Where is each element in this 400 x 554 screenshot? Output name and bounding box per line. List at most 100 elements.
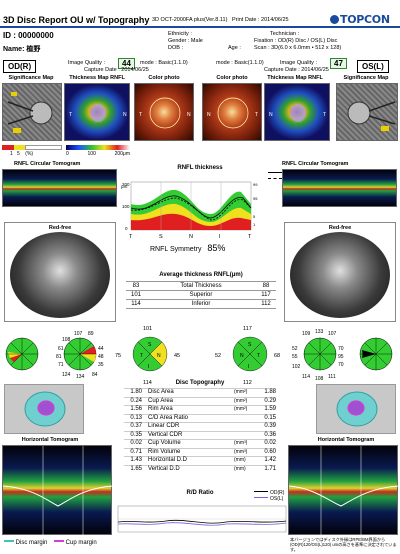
svg-text:N: N: [240, 353, 244, 359]
svg-text:107: 107: [328, 331, 337, 337]
os-quadrant-svg: 117 52 68 112 SN T I: [215, 326, 280, 386]
fixation: Fixation : OD(R) Disc / OS(L) Disc: [254, 38, 338, 44]
disc-margin-swatch: [4, 540, 14, 542]
print-date: Print Date : 2014/06/25: [232, 17, 289, 23]
svg-text:68: 68: [274, 353, 280, 359]
od-capture-date: Capture Date : 2014/06/25: [84, 67, 149, 73]
od-rnfl-tomo-caption: RNFL Circular Tomogram: [14, 161, 81, 167]
svg-text:114: 114: [302, 374, 310, 380]
rnfl-sector-i: I: [219, 234, 221, 240]
rnfl-symmetry-label: RNFL Symmetry: [150, 246, 202, 253]
os-thick-map-caption: Thickness Map RNFL: [267, 75, 323, 81]
svg-text:124: 124: [62, 372, 71, 378]
svg-text:55: 55: [292, 354, 298, 360]
svg-text:T: T: [257, 353, 260, 359]
svg-text:T: T: [140, 353, 143, 359]
od-image-quality: 44: [118, 58, 135, 69]
od-color-photo-caption: Color photo: [148, 75, 180, 81]
svg-text:101: 101: [143, 326, 152, 332]
od-sig-scale-labels: 1 5 (%): [10, 151, 34, 157]
rnfl-chart-svg: 200 100 0 99 95 5 1 T S N I T: [122, 181, 258, 240]
device-model: 3D OCT-2000FA plus(Ver.8.11): [152, 17, 228, 23]
od-thick-scale-labels: 0 100 200μm: [66, 151, 130, 157]
svg-text:61: 61: [58, 346, 64, 352]
topo-row: 0.24 Cup Area (mm²) 0.29: [124, 396, 276, 406]
cup-margin-swatch: [54, 540, 64, 542]
svg-text:70: 70: [338, 362, 344, 368]
svg-text:107: 107: [74, 331, 83, 337]
topo-row: 0.71 Rim Volume (mm³) 0.60: [124, 447, 276, 457]
os-clock-chart: 109 133 107 52 70 95 55 70 102 114 108 1…: [288, 322, 400, 391]
os-label: OS(L): [357, 60, 389, 73]
svg-text:T: T: [255, 112, 258, 118]
os-image-quality: 47: [330, 58, 347, 69]
avg-thickness-table: 83 Total Thickness 88 101 Superior 117 114 In…: [126, 281, 276, 309]
od-rnfl-circular-tomogram: [2, 169, 117, 207]
svg-text:111: 111: [328, 374, 336, 380]
svg-text:81: 81: [56, 354, 62, 360]
od-iq-label: Image Quality :: [68, 60, 105, 66]
svg-text:71: 71: [58, 362, 64, 368]
od-red-free-caption: Red-free: [48, 225, 72, 231]
svg-text:133: 133: [315, 329, 324, 335]
rnfl-ytick-200: 200: [122, 182, 130, 187]
rnfl-sector-n: N: [189, 234, 193, 240]
rnfl-sector-s: S: [159, 234, 163, 240]
rnfl-thickness-title: RNFL thickness: [177, 165, 223, 171]
rnfl-ytick-0: 0: [125, 226, 128, 231]
svg-text:134: 134: [76, 374, 85, 380]
rnfl-ytick-100: 100: [122, 204, 130, 209]
dob: DOB :: [168, 45, 183, 51]
rd-ratio-title: R/D Ratio: [186, 490, 214, 496]
svg-text:I: I: [248, 364, 249, 370]
od-horiz-tomo-caption: Horizontal Tomogram: [21, 437, 79, 443]
od-quadrant-svg: 101 75 45 114 ST N I: [115, 326, 180, 386]
svg-text:N: N: [207, 112, 211, 118]
technician: Technician :: [270, 31, 300, 37]
disc-topo-title: Disc Topography: [175, 380, 225, 386]
topo-row: 0.02 Cup Volume (mm³) 0.02: [124, 439, 276, 448]
svg-text:N: N: [157, 353, 161, 359]
gender: Gender : Male: [168, 38, 203, 44]
footnote: 本バージョンではディスク外縁はRPE/BM界面から(OD(R)120/OS(L)…: [290, 537, 397, 552]
od-clock-chart: 107 89 108 61 44 81 48 35 71 124 134 84: [0, 322, 112, 391]
topo-row: 1.80 Disc Area (mm²) 1.88: [124, 388, 276, 397]
od-clock-svg: 107 89 108 61 44 81 48 35 71 124 134 84: [5, 331, 104, 380]
od-thick-map-caption: Thickness Map RNFL: [69, 75, 125, 81]
svg-text:89: 89: [88, 331, 94, 337]
age: Age :: [228, 45, 241, 51]
rnfl-symmetry: RNFL Symmetry 85%: [150, 243, 225, 253]
os-red-free-frame: [284, 222, 396, 322]
os-red-free-caption: Red-free: [328, 225, 352, 231]
rd-ratio-legend: OD(R) OS(L): [254, 490, 284, 502]
od-significance-map: [2, 83, 62, 141]
od-topography-image: [4, 384, 84, 434]
svg-text:I: I: [148, 364, 149, 370]
cup-margin-legend: Cup margin: [54, 540, 97, 546]
svg-text:109: 109: [302, 331, 311, 337]
svg-text:70: 70: [338, 346, 344, 352]
os-color-photo-caption: Color photo: [216, 75, 248, 81]
od-red-free-image: [10, 232, 110, 318]
avg-row-total: 83 Total Thickness 88: [126, 281, 276, 290]
svg-text:84: 84: [92, 372, 98, 378]
svg-text:102: 102: [292, 364, 301, 370]
os-red-free-image: [290, 232, 390, 318]
od-label: OD(R): [3, 60, 37, 73]
scan-info: Scan : 3D(6.0 x 6.0mm • 512 x 128): [254, 45, 342, 51]
os-mode: mode : Basic(1.1.0): [216, 60, 264, 66]
rd-ratio-chart: [116, 504, 288, 539]
os-sig-map-caption: Significance Map: [343, 75, 389, 81]
os-significance-map: [336, 83, 398, 141]
svg-text:117: 117: [243, 326, 252, 332]
svg-text:S: S: [248, 342, 252, 348]
svg-text:N: N: [187, 112, 191, 118]
rnfl-symmetry-value: 85%: [207, 243, 226, 253]
report-title: 3D Disc Report OU w/ Topography: [3, 15, 150, 25]
disc-topo-table: 1.80 Disc Area (mm²) 1.88 0.24 Cup Area (mm²) 0…: [124, 388, 276, 473]
svg-text:112: 112: [243, 380, 252, 386]
